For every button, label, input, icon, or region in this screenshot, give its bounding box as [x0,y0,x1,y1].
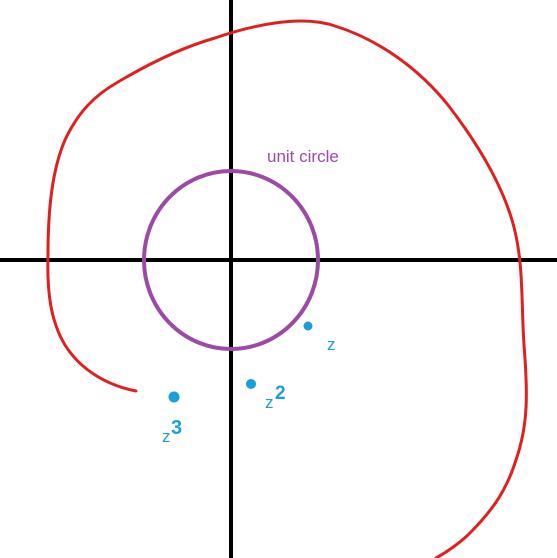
point-z [303,321,313,331]
point-z-squared-exponent: 2 [275,383,286,404]
point-z-squared-label: z [265,393,274,412]
point-z-cubed-exponent: 3 [171,417,182,439]
spiral-curve [46,19,528,558]
point-z-cubed-label: z [162,427,171,446]
unit-circle-label: unit circle [267,147,339,166]
point-z-label: z [327,335,336,354]
unit-circle [142,169,320,351]
point-z-cubed [168,391,180,403]
point-z-squared [246,379,256,389]
